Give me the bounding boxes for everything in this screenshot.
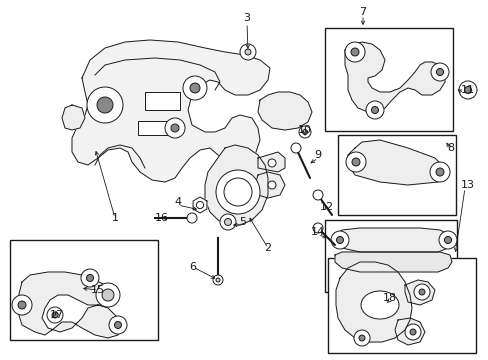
Bar <box>325 220 456 292</box>
Polygon shape <box>72 40 269 182</box>
Bar <box>145 92 180 110</box>
Circle shape <box>267 159 275 167</box>
Circle shape <box>102 289 114 301</box>
Polygon shape <box>258 92 311 130</box>
Bar <box>325 28 452 131</box>
Text: 15: 15 <box>91 285 105 295</box>
Polygon shape <box>334 228 451 252</box>
Circle shape <box>444 237 450 243</box>
Polygon shape <box>404 280 434 305</box>
Polygon shape <box>347 140 444 185</box>
Circle shape <box>196 201 203 208</box>
Circle shape <box>97 97 113 113</box>
Circle shape <box>365 101 383 119</box>
Circle shape <box>52 312 58 318</box>
Text: 18: 18 <box>382 293 396 303</box>
Circle shape <box>183 76 206 100</box>
Bar <box>337 135 455 215</box>
Circle shape <box>96 283 120 307</box>
Circle shape <box>413 284 429 300</box>
Text: 11: 11 <box>460 85 474 95</box>
Circle shape <box>244 49 250 55</box>
Circle shape <box>430 63 448 81</box>
Circle shape <box>220 214 236 230</box>
Polygon shape <box>258 152 285 172</box>
Circle shape <box>464 86 470 94</box>
Polygon shape <box>204 145 267 225</box>
Circle shape <box>224 219 231 225</box>
Ellipse shape <box>360 291 398 319</box>
Text: 7: 7 <box>359 7 366 17</box>
Circle shape <box>18 301 26 309</box>
Bar <box>138 121 168 135</box>
Text: 5: 5 <box>239 217 246 227</box>
Text: 16: 16 <box>155 213 169 223</box>
Polygon shape <box>394 318 424 345</box>
Circle shape <box>404 324 420 340</box>
Circle shape <box>290 143 301 153</box>
Text: 14: 14 <box>310 227 325 237</box>
Text: 2: 2 <box>264 243 271 253</box>
Circle shape <box>12 295 32 315</box>
Text: 1: 1 <box>111 213 118 223</box>
Circle shape <box>302 130 307 135</box>
Circle shape <box>114 321 121 328</box>
Circle shape <box>87 87 123 123</box>
Circle shape <box>353 330 369 346</box>
Text: 17: 17 <box>50 310 64 320</box>
Circle shape <box>330 231 348 249</box>
Text: 8: 8 <box>447 143 454 153</box>
Text: 6: 6 <box>189 262 196 272</box>
Text: 10: 10 <box>297 125 311 135</box>
Circle shape <box>436 68 443 76</box>
Text: 13: 13 <box>460 180 474 190</box>
Circle shape <box>418 289 424 295</box>
Circle shape <box>171 124 179 132</box>
Circle shape <box>358 335 364 341</box>
Circle shape <box>164 118 184 138</box>
Circle shape <box>47 307 63 323</box>
Circle shape <box>240 44 256 60</box>
Circle shape <box>227 182 247 202</box>
Circle shape <box>86 274 93 282</box>
Circle shape <box>224 178 251 206</box>
Circle shape <box>346 152 365 172</box>
Text: 4: 4 <box>174 197 181 207</box>
Text: 12: 12 <box>319 202 333 212</box>
Bar <box>10 240 158 340</box>
Bar <box>327 258 475 353</box>
Text: 9: 9 <box>314 150 321 160</box>
Circle shape <box>438 231 456 249</box>
Polygon shape <box>62 105 85 130</box>
Circle shape <box>216 278 220 282</box>
Circle shape <box>267 181 275 189</box>
Circle shape <box>336 237 343 243</box>
Circle shape <box>345 42 364 62</box>
Circle shape <box>190 83 200 93</box>
Circle shape <box>371 107 378 113</box>
Circle shape <box>81 269 99 287</box>
Polygon shape <box>254 172 285 198</box>
Polygon shape <box>334 252 451 272</box>
Polygon shape <box>18 272 122 338</box>
Circle shape <box>186 213 197 223</box>
Circle shape <box>409 329 415 335</box>
Circle shape <box>458 81 476 99</box>
Circle shape <box>312 223 323 233</box>
Circle shape <box>429 162 449 182</box>
Circle shape <box>298 126 310 138</box>
Circle shape <box>312 190 323 200</box>
Circle shape <box>435 168 443 176</box>
Circle shape <box>109 316 127 334</box>
Circle shape <box>216 170 260 214</box>
Polygon shape <box>193 197 206 213</box>
Polygon shape <box>335 262 411 342</box>
Circle shape <box>350 48 358 56</box>
Polygon shape <box>345 42 444 112</box>
Circle shape <box>351 158 359 166</box>
Circle shape <box>213 275 223 285</box>
Text: 3: 3 <box>243 13 250 23</box>
